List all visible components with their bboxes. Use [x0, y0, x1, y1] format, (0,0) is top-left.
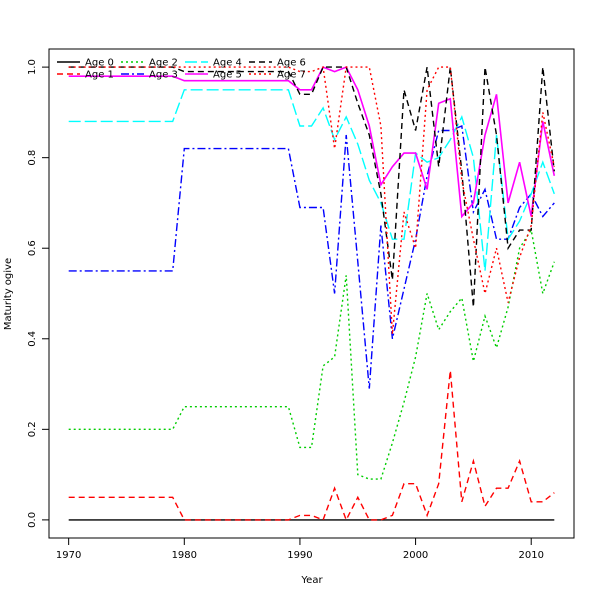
- y-tick-label: 0.0: [27, 512, 38, 528]
- series-line-age-4: [68, 89, 555, 271]
- legend-label: Age 3: [149, 70, 178, 81]
- legend-label: Age 5: [213, 70, 242, 81]
- x-tick-label: 1980: [172, 550, 197, 561]
- y-tick-label: 1.0: [27, 59, 38, 75]
- legend-label: Age 4: [213, 58, 242, 69]
- x-tick-label: 1970: [56, 550, 81, 561]
- legend-label: Age 7: [277, 70, 306, 81]
- y-tick-label: 0.2: [27, 421, 38, 437]
- series-line-age-3: [68, 125, 555, 389]
- plot-lines: [68, 66, 556, 522]
- y-axis: 0.0 0.2 0.4 0.6 0.8 1.0: [27, 59, 49, 528]
- x-tick-label: 2010: [518, 550, 543, 561]
- y-axis-title: Maturity ogive: [3, 258, 14, 330]
- legend-label: Age 2: [149, 58, 178, 69]
- series-line-age-1: [68, 370, 555, 522]
- legend-label: Age 0: [85, 58, 114, 69]
- x-axis: 1970 1980 1990 2000 2010: [56, 538, 544, 561]
- series-line-age-7: [68, 66, 555, 335]
- legend-label: Age 1: [85, 70, 114, 81]
- y-tick-label: 0.8: [27, 150, 38, 166]
- series-line-age-5: [68, 66, 556, 219]
- series-line-age-2: [68, 228, 555, 480]
- x-tick-label: 1990: [287, 550, 312, 561]
- x-tick-label: 2000: [403, 550, 428, 561]
- y-tick-label: 0.4: [27, 331, 38, 347]
- legend-label: Age 6: [277, 58, 306, 69]
- plot-frame: [48, 48, 575, 539]
- series-line-age-6: [68, 66, 555, 308]
- y-tick-label: 0.6: [27, 240, 38, 256]
- x-axis-title: Year: [300, 575, 323, 586]
